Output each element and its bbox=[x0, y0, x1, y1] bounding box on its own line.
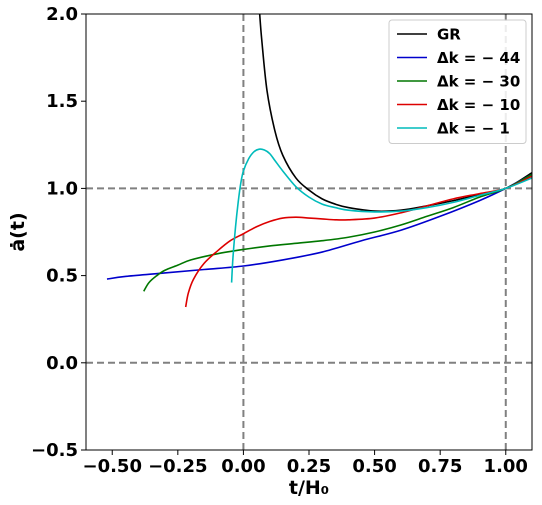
y-tick-label: 2.0 bbox=[46, 4, 78, 25]
x-tick-label: −0.25 bbox=[148, 456, 208, 477]
y-tick-label: 0.5 bbox=[46, 266, 78, 287]
legend-entry: Δk = − 44 bbox=[437, 49, 520, 67]
legend-entry: Δk = − 1 bbox=[437, 120, 510, 138]
series-line-1 bbox=[106, 173, 532, 280]
x-tick-label: 0.50 bbox=[352, 456, 396, 477]
series-line-0 bbox=[258, 14, 532, 213]
legend-entry: Δk = − 10 bbox=[437, 96, 520, 114]
y-tick-label: −0.5 bbox=[31, 440, 78, 461]
y-tick-label: 0.0 bbox=[46, 353, 78, 374]
axis-ticks: −0.50 −0.25 0.00 0.25 0.50 0.75 1.00 −0.5 0.0 0.5… bbox=[31, 4, 528, 477]
series-lines bbox=[106, 14, 532, 308]
x-tick-label: −0.50 bbox=[82, 456, 142, 477]
x-axis-title: t/H₀ bbox=[289, 477, 329, 499]
series-line-4 bbox=[230, 148, 532, 283]
legend-entry: GR bbox=[437, 26, 461, 44]
series-line-3 bbox=[184, 175, 532, 308]
y-tick-label: 1.0 bbox=[46, 178, 78, 199]
y-tick-label: 1.5 bbox=[46, 91, 78, 112]
legend-entry: Δk = − 30 bbox=[437, 73, 520, 91]
x-tick-label: 0.25 bbox=[287, 456, 331, 477]
y-axis-title: ȧ(t) bbox=[7, 212, 29, 251]
x-tick-label: 0.75 bbox=[418, 456, 462, 477]
legend: GR Δk = − 44 Δk = − 30 Δk = − 10 Δk = − 1 bbox=[388, 19, 527, 144]
legend-box bbox=[388, 19, 527, 144]
x-tick-label: 0.00 bbox=[221, 456, 265, 477]
x-tick-label: 1.00 bbox=[484, 456, 528, 477]
series-line-2 bbox=[143, 173, 532, 292]
